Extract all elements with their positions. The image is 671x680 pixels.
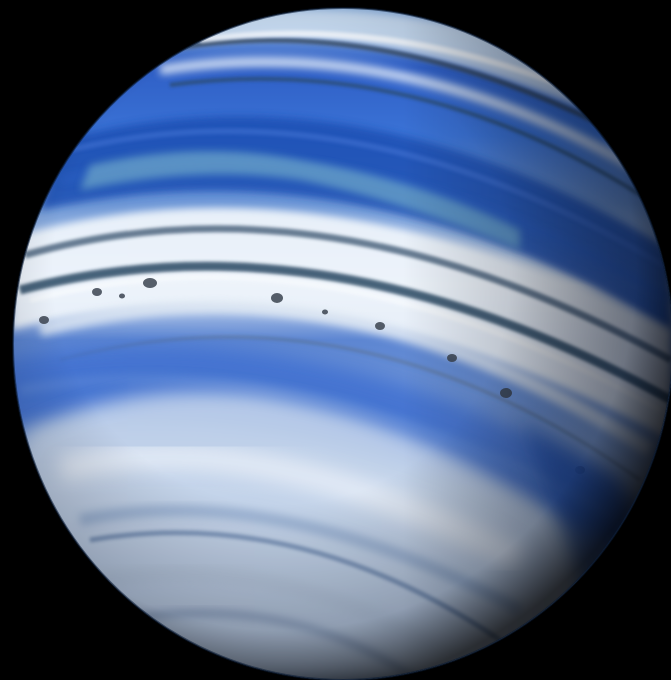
planet-illustration	[12, 7, 671, 680]
limb-shading	[13, 8, 671, 680]
space-scene	[12, 7, 671, 680]
planet-globe	[13, 8, 671, 680]
